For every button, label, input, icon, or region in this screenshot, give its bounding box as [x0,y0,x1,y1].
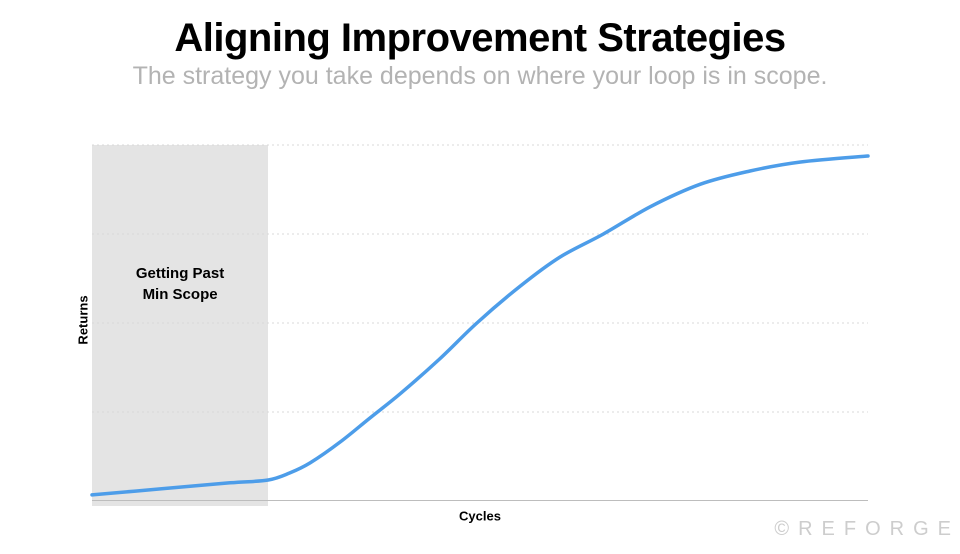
shaded-region-label-line2: Min Scope [142,286,218,303]
page-title: Aligning Improvement Strategies [174,16,786,60]
x-axis-line [92,500,868,501]
y-axis-label: Returns [75,295,91,345]
slide: Aligning Improvement Strategies The stra… [0,14,960,540]
chart-plot-area: Getting Past Min Scope [90,144,870,506]
returns-curve [90,154,870,497]
page-subtitle: The strategy you take depends on where y… [132,62,828,90]
shaded-region-label-line1: Getting Past [135,265,225,282]
shaded-region-min-scope [92,145,269,506]
reforge-watermark: ©REFORGE [774,518,960,540]
returns-vs-cycles-chart [90,144,870,497]
shaded-region-label: Getting Past Min Scope [92,263,268,305]
x-axis-label: Cycles [459,508,501,524]
